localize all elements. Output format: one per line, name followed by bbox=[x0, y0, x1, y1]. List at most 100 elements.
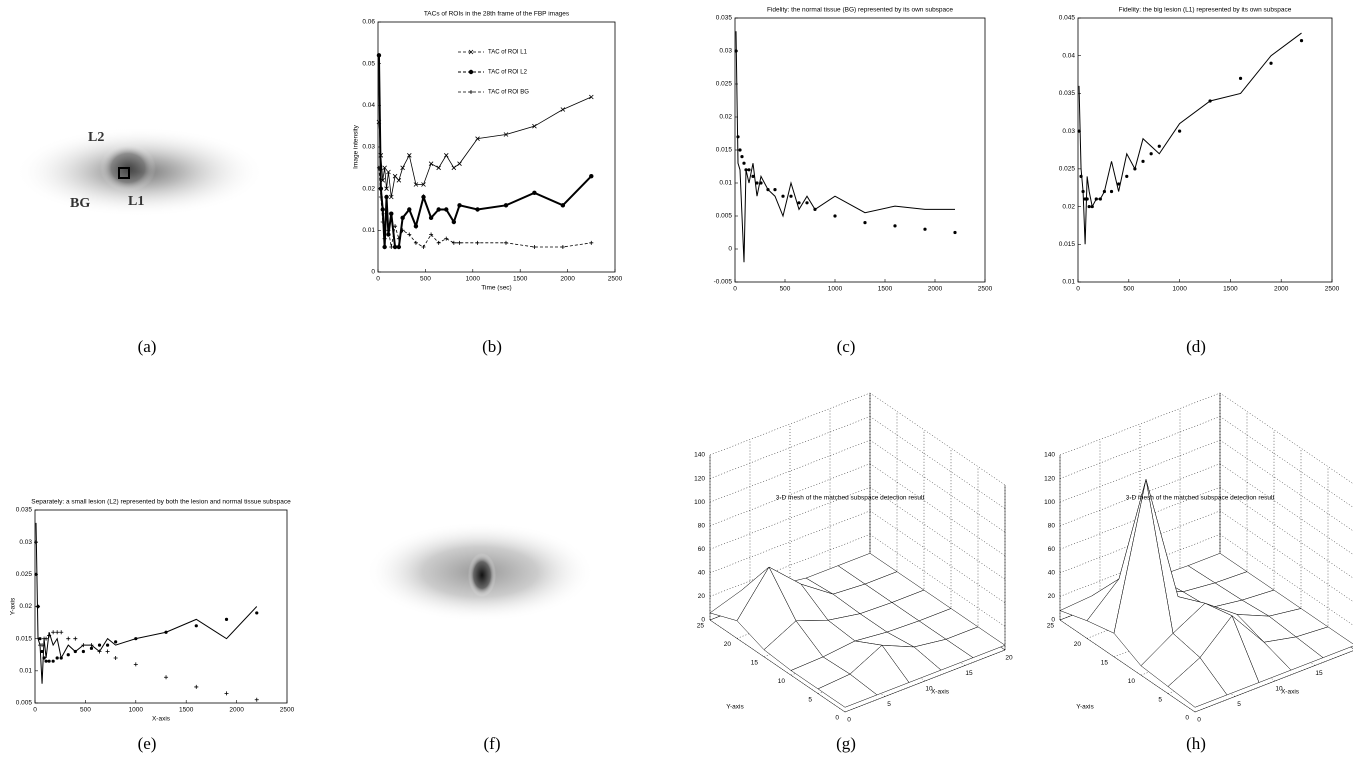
y-tick-label: 0.025 bbox=[716, 81, 733, 88]
marker bbox=[1117, 182, 1121, 186]
marker bbox=[451, 165, 457, 171]
y-tick-label: 0.04 bbox=[1062, 52, 1075, 59]
y-tick-label: 10 bbox=[1128, 678, 1136, 685]
marker bbox=[40, 643, 45, 648]
marker bbox=[407, 153, 412, 158]
y-axis-label: Y-axis bbox=[726, 704, 744, 711]
grid-line bbox=[869, 510, 1006, 604]
legend-marker bbox=[468, 69, 474, 75]
chart-title: Fidelity: the big lesion (L1) represente… bbox=[1119, 7, 1292, 14]
grid-line bbox=[869, 463, 1006, 556]
image-spot bbox=[468, 553, 496, 597]
z-tick-label: 40 bbox=[698, 570, 706, 577]
series-line bbox=[735, 31, 955, 263]
marker bbox=[475, 240, 480, 245]
marker bbox=[560, 107, 566, 112]
caption: (e) bbox=[138, 734, 157, 753]
y-tick-label: 0.005 bbox=[16, 700, 33, 707]
marker bbox=[740, 155, 744, 159]
marker bbox=[382, 165, 387, 171]
marker bbox=[105, 649, 110, 654]
y-tick-label: 0.05 bbox=[362, 60, 375, 67]
marker bbox=[380, 220, 385, 224]
caption: (g) bbox=[836, 734, 856, 753]
grid-line bbox=[1219, 392, 1353, 484]
grid-line bbox=[1219, 439, 1353, 532]
x-tick-label: 2000 bbox=[1274, 286, 1289, 293]
grid-line bbox=[1219, 487, 1353, 579]
y-axis-label: Y-axis bbox=[10, 597, 17, 615]
x-tick-label: 5 bbox=[887, 701, 891, 708]
z-tick-label: 120 bbox=[1044, 475, 1055, 482]
x-tick-label: 0 bbox=[1076, 286, 1080, 293]
marker bbox=[457, 240, 462, 245]
y-tick-label: 0.035 bbox=[716, 15, 733, 22]
marker bbox=[503, 132, 509, 137]
marker bbox=[382, 244, 387, 250]
marker bbox=[1208, 99, 1212, 103]
y-tick-label: -0.005 bbox=[714, 279, 733, 286]
roi-box bbox=[118, 167, 130, 179]
y-tick-label: 0.005 bbox=[716, 213, 733, 220]
marker bbox=[1085, 197, 1089, 201]
plot-frame bbox=[1077, 17, 1333, 283]
y-tick-label: 0.025 bbox=[16, 571, 33, 578]
y-tick-label: 0 bbox=[835, 715, 839, 722]
marker bbox=[1098, 197, 1102, 201]
marker bbox=[863, 221, 867, 225]
marker bbox=[194, 684, 199, 689]
marker bbox=[384, 186, 389, 191]
grid-line bbox=[869, 439, 1006, 533]
marker bbox=[421, 182, 426, 187]
x-tick-label: 1500 bbox=[878, 286, 893, 293]
z-tick-label: 60 bbox=[1048, 546, 1056, 553]
marker bbox=[59, 656, 63, 660]
marker bbox=[378, 186, 384, 191]
x-axis-label: Time (sec) bbox=[481, 285, 511, 292]
marker bbox=[164, 630, 168, 634]
x-tick-label: 5 bbox=[1237, 701, 1241, 708]
y-tick-label: 0.015 bbox=[16, 635, 33, 642]
marker bbox=[755, 181, 759, 185]
y-tick-label: 0 bbox=[371, 269, 375, 276]
x-tick-label: 1500 bbox=[179, 707, 194, 714]
marker bbox=[1077, 129, 1081, 133]
x-tick-label: 1000 bbox=[466, 276, 481, 283]
x-tick-label: 15 bbox=[1315, 670, 1323, 677]
caption: (c) bbox=[837, 337, 856, 356]
grid-line bbox=[1219, 416, 1353, 508]
marker bbox=[81, 643, 86, 648]
marker bbox=[1269, 61, 1273, 65]
marker bbox=[413, 240, 418, 245]
marker bbox=[805, 201, 809, 205]
marker bbox=[59, 630, 64, 635]
z-tick-label: 40 bbox=[1048, 570, 1056, 577]
marker bbox=[751, 174, 755, 178]
marker bbox=[194, 624, 198, 628]
marker bbox=[742, 161, 746, 165]
marker bbox=[457, 203, 462, 208]
marker bbox=[254, 697, 259, 702]
roi-label: L2 bbox=[88, 130, 104, 145]
marker bbox=[40, 649, 44, 654]
y-tick-label: 15 bbox=[751, 660, 759, 667]
x-tick-label: 0 bbox=[33, 707, 37, 714]
x-tick-label: 2500 bbox=[1325, 286, 1340, 293]
image-f bbox=[365, 522, 595, 622]
marker bbox=[393, 224, 398, 229]
marker bbox=[1125, 174, 1129, 178]
marker bbox=[475, 207, 480, 212]
marker bbox=[407, 207, 412, 212]
marker bbox=[73, 649, 77, 654]
marker bbox=[443, 153, 449, 158]
marker bbox=[66, 653, 70, 657]
marker bbox=[378, 195, 383, 199]
marker bbox=[1109, 189, 1114, 194]
marker bbox=[451, 240, 456, 245]
marker bbox=[1141, 159, 1145, 163]
marker bbox=[1238, 76, 1243, 80]
marker bbox=[47, 633, 52, 638]
z-tick-label: 0 bbox=[701, 617, 705, 624]
marker bbox=[1087, 204, 1091, 209]
